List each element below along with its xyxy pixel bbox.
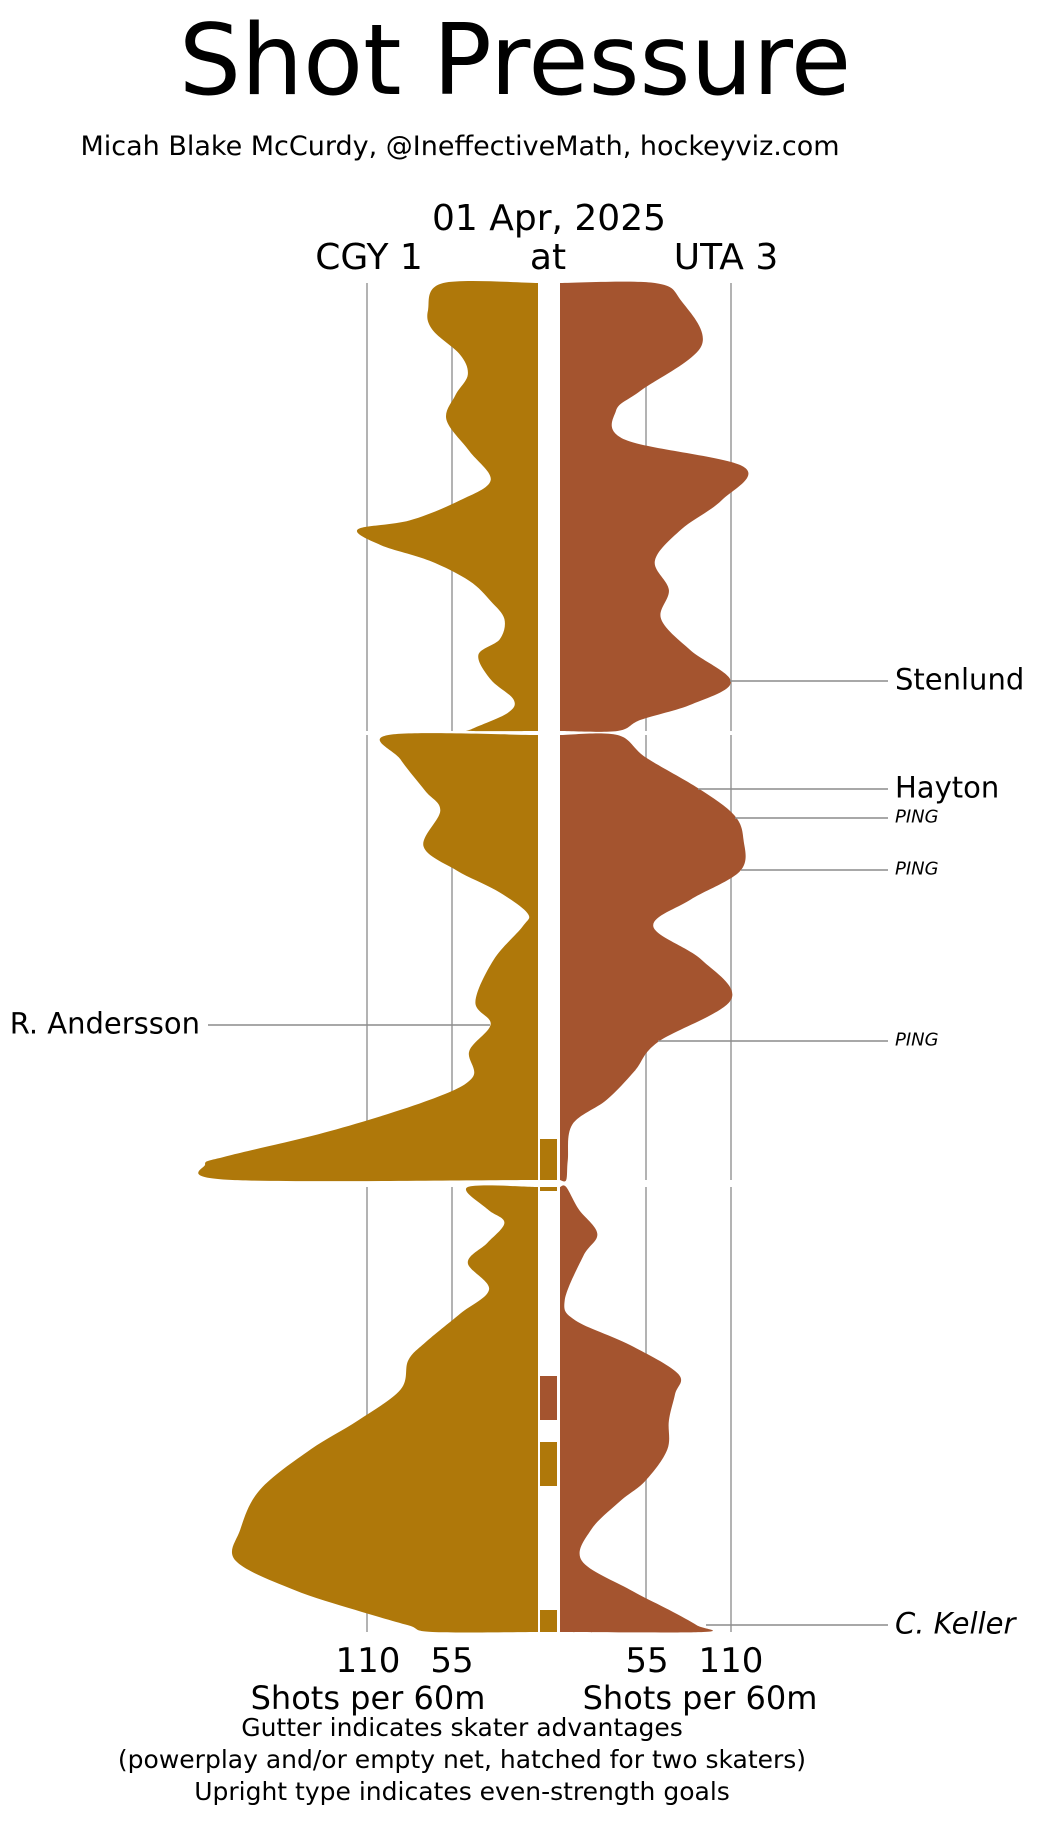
density-fill-cgy-period1 <box>356 281 538 732</box>
game-date: 01 Apr, 2025 <box>431 198 667 239</box>
tick-label-right-55: 55 <box>625 1641 669 1681</box>
ping-label: PING <box>895 858 939 880</box>
ping-label: PING <box>895 806 939 828</box>
density-fill-uta-period2 <box>560 733 746 1182</box>
ping-label: PING <box>895 1029 939 1051</box>
axis-unit-left: Shots per 60m <box>250 1679 486 1717</box>
legend-line-powerplay: (powerplay and/or empty net, hatched for… <box>117 1745 807 1774</box>
home-team-score: UTA 3 <box>673 237 779 278</box>
gutter-advantage-mark-cgy <box>540 1442 557 1486</box>
density-fill-uta-period3 <box>560 1185 713 1633</box>
goal-label: Hayton <box>895 770 1000 805</box>
gutter-advantage-mark-cgy <box>540 1610 557 1632</box>
legend-footer: Gutter indicates skater advantages (powe… <box>118 1712 806 1808</box>
goal-label: C. Keller <box>895 1606 1016 1641</box>
tick-label-left-110: 110 <box>335 1641 401 1681</box>
gutter-advantage-mark-cgy <box>540 1139 557 1180</box>
tick-label-right-110: 110 <box>698 1641 764 1681</box>
page-title: Shot Pressure <box>178 4 852 118</box>
legend-line-upright: Upright type indicates even-strength goa… <box>194 1777 730 1806</box>
attribution-subtitle: Micah Blake McCurdy, @IneffectiveMath, h… <box>80 131 840 162</box>
density-fill-cgy-period2 <box>198 733 538 1182</box>
axis-unit-right: Shots per 60m <box>582 1679 818 1717</box>
gutter-advantage-mark-uta <box>540 1376 557 1420</box>
tick-label-left-55: 55 <box>430 1641 474 1681</box>
density-fill-uta-period1 <box>560 281 749 732</box>
legend-line-gutter: Gutter indicates skater advantages <box>241 1713 683 1742</box>
density-fill-cgy-period3 <box>231 1185 538 1633</box>
goal-label: Stenlund <box>895 662 1025 697</box>
gutter-advantage-mark-cgy <box>540 1187 557 1191</box>
at-label: at <box>529 237 567 278</box>
goal-label: R. Andersson <box>9 1006 200 1041</box>
away-team-score: CGY 1 <box>315 237 423 278</box>
